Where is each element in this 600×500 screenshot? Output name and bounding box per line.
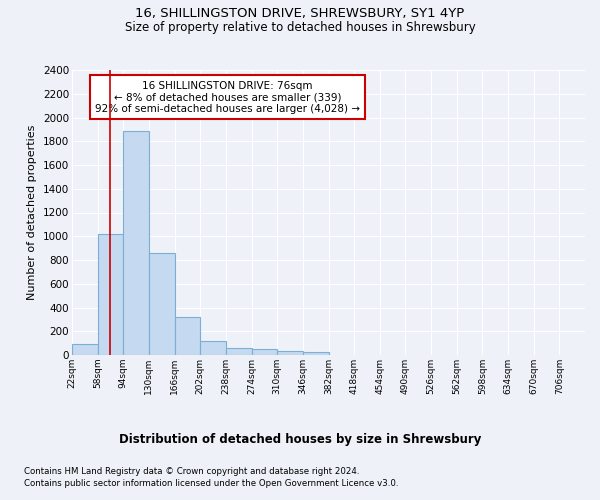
Bar — [98, 234, 124, 355]
Bar — [124, 130, 149, 355]
Text: 16, SHILLINGSTON DRIVE, SHREWSBURY, SY1 4YP: 16, SHILLINGSTON DRIVE, SHREWSBURY, SY1 … — [136, 8, 464, 20]
Text: Contains HM Land Registry data © Crown copyright and database right 2024.: Contains HM Land Registry data © Crown c… — [24, 468, 359, 476]
Bar — [251, 349, 277, 355]
Y-axis label: Number of detached properties: Number of detached properties — [28, 125, 37, 300]
Bar — [277, 351, 303, 355]
Bar — [200, 342, 226, 355]
Bar — [226, 348, 251, 355]
Text: Contains public sector information licensed under the Open Government Licence v3: Contains public sector information licen… — [24, 479, 398, 488]
Bar — [303, 352, 329, 355]
Text: Size of property relative to detached houses in Shrewsbury: Size of property relative to detached ho… — [125, 21, 475, 34]
Bar — [175, 317, 200, 355]
Bar — [149, 253, 175, 355]
Text: Distribution of detached houses by size in Shrewsbury: Distribution of detached houses by size … — [119, 432, 481, 446]
Text: 16 SHILLINGSTON DRIVE: 76sqm
← 8% of detached houses are smaller (339)
92% of se: 16 SHILLINGSTON DRIVE: 76sqm ← 8% of det… — [95, 80, 360, 114]
Bar — [72, 344, 98, 355]
